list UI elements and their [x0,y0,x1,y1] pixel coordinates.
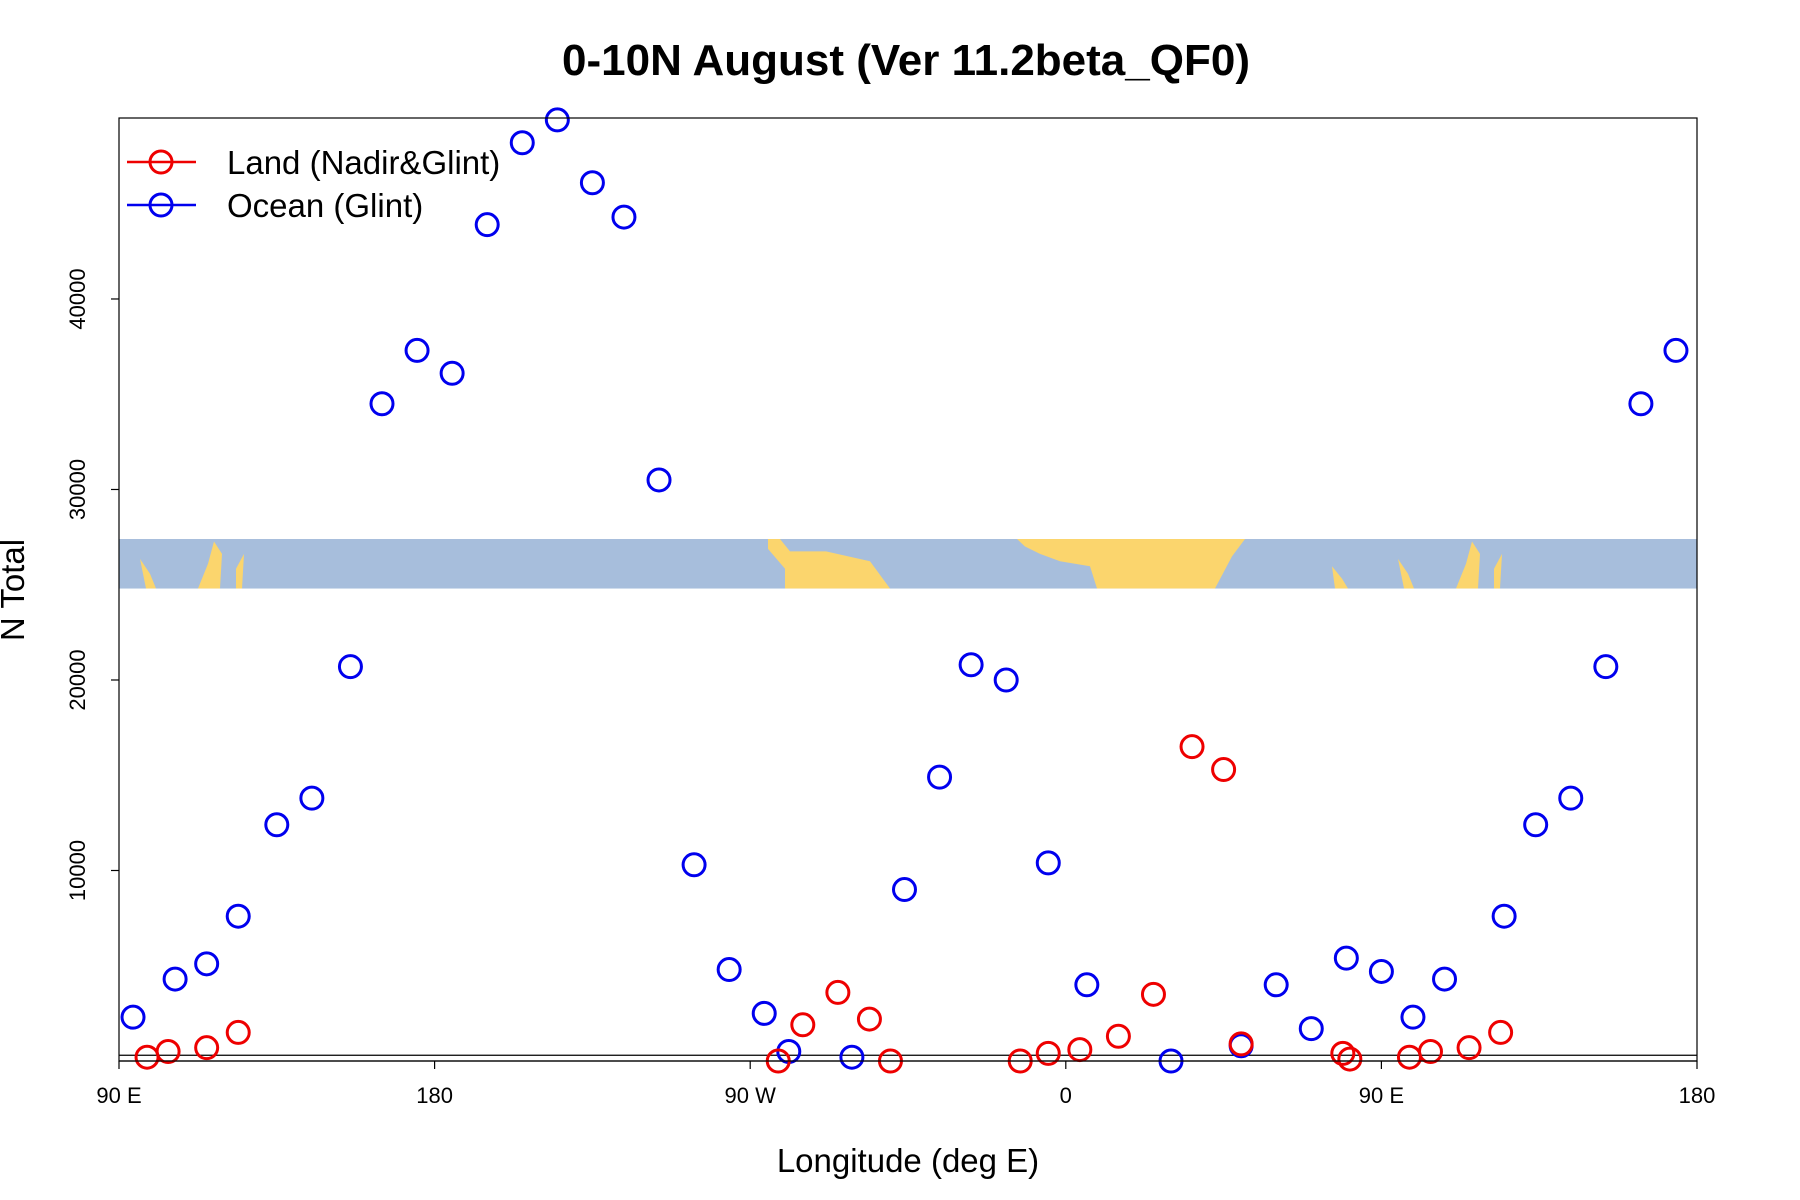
ocean-point-20 [839,1044,865,1070]
ocean-point-2 [194,951,220,977]
map-land-borneo-1 [1456,541,1480,589]
chart-title: 0-10N August (Ver 11.2beta_QF0) [562,36,1250,85]
map-land-southeast-asia-0 [138,558,156,589]
ocean-point-12 [544,107,570,133]
ocean-point-39 [1628,391,1654,417]
x-tick-label-1: 180 [416,1083,453,1108]
x-tick-label-2: 90 W [725,1083,777,1108]
ocean-point-40 [1663,337,1689,363]
legend-ocean-marker [148,192,174,218]
land-point-0 [134,1044,160,1070]
map-land-new-guinea-1 [1494,553,1502,589]
ocean-point-18 [751,1000,777,1026]
land-point-18 [1337,1046,1363,1072]
land-point-10 [1035,1040,1061,1066]
x-tick-label-5: 180 [1679,1083,1716,1108]
map-land-borneo-0 [198,541,222,589]
ocean-point-33 [1400,1004,1426,1030]
ocean-point-8 [404,337,430,363]
ocean-point-22 [927,764,953,790]
ocean-point-34 [1432,966,1458,992]
ocean-point-17 [716,957,742,983]
land-point-17 [1330,1040,1356,1066]
ocean-point-15 [646,467,672,493]
y-tick-label-1: 20000 [65,649,90,710]
legend-land-label: Land (Nadir&Glint) [227,144,500,181]
map-land-africa [1017,539,1245,589]
ocean-point-21 [891,877,917,903]
legend-land-marker [148,149,174,175]
ocean-point-30 [1298,1016,1324,1042]
ocean-point-13 [579,170,605,196]
ocean-point-6 [337,654,363,680]
ocean-point-11 [509,130,535,156]
land-point-15 [1211,757,1237,783]
x-tick-label-3: 0 [1060,1083,1072,1108]
ocean-point-9 [439,360,465,386]
ocean-point-16 [681,852,707,878]
ocean-point-7 [369,391,395,417]
ocean-point-10 [474,212,500,238]
map-ocean-band [119,539,1697,589]
land-point-3 [225,1019,251,1045]
x-axis-ticks: 90 E 180 90 W 0 90 E 180 [96,1061,1715,1108]
y-tick-label-3: 40000 [65,268,90,329]
legend: Land (Nadir&Glint) Ocean (Glint) [127,144,500,224]
x-tick-label-4: 90 E [1359,1083,1404,1108]
ocean-point-24 [993,667,1019,693]
legend-ocean-label: Ocean (Glint) [227,187,423,224]
ocean-point-23 [958,652,984,678]
ocean-point-38 [1593,654,1619,680]
ocean-point-35 [1491,903,1517,929]
land-point-19 [1396,1044,1422,1070]
ocean-point-36 [1523,812,1549,838]
land-point-14 [1179,734,1205,760]
y-tick-label-2: 30000 [65,459,90,520]
ocean-point-31 [1333,945,1359,971]
ocean-point-5 [299,785,325,811]
land-point-1 [155,1038,181,1064]
land-point-12 [1105,1023,1131,1049]
map-land-new-guinea-0 [236,553,244,589]
plot-frame [118,117,1698,1062]
x-axis-label: Longitude (deg E) [777,1142,1039,1179]
map-land-south-america [768,539,890,589]
ocean-point-14 [611,204,637,230]
land-point-7 [856,1006,882,1032]
ocean-point-29 [1263,972,1289,998]
map-land-southeast-asia-1 [1396,558,1414,589]
y-axis-label: N Total [0,539,31,641]
land-point-6 [825,979,851,1005]
ocean-point-25 [1035,850,1061,876]
land-point-13 [1140,981,1166,1007]
ocean-point-32 [1368,958,1394,984]
ocean-point-3 [225,903,251,929]
land-point-22 [1488,1019,1514,1045]
ocean-point-26 [1074,972,1100,998]
land-point-20 [1417,1038,1443,1064]
land-point-5 [790,1012,816,1038]
data-points [120,107,1689,1074]
ocean-point-37 [1558,785,1584,811]
land-point-11 [1067,1037,1093,1063]
ocean-point-4 [264,812,290,838]
ocean-point-1 [162,966,188,992]
x-tick-label-0: 90 E [96,1083,141,1108]
land-point-21 [1456,1035,1482,1061]
world-map-strip [119,539,1697,589]
ocean-point-0 [120,1004,146,1030]
y-tick-label-0: 10000 [65,840,90,901]
y-axis-ticks: 10000 20000 30000 40000 [65,268,119,901]
land-point-16 [1228,1031,1254,1057]
land-point-2 [194,1035,220,1061]
map-land-india-tip [1332,566,1348,589]
